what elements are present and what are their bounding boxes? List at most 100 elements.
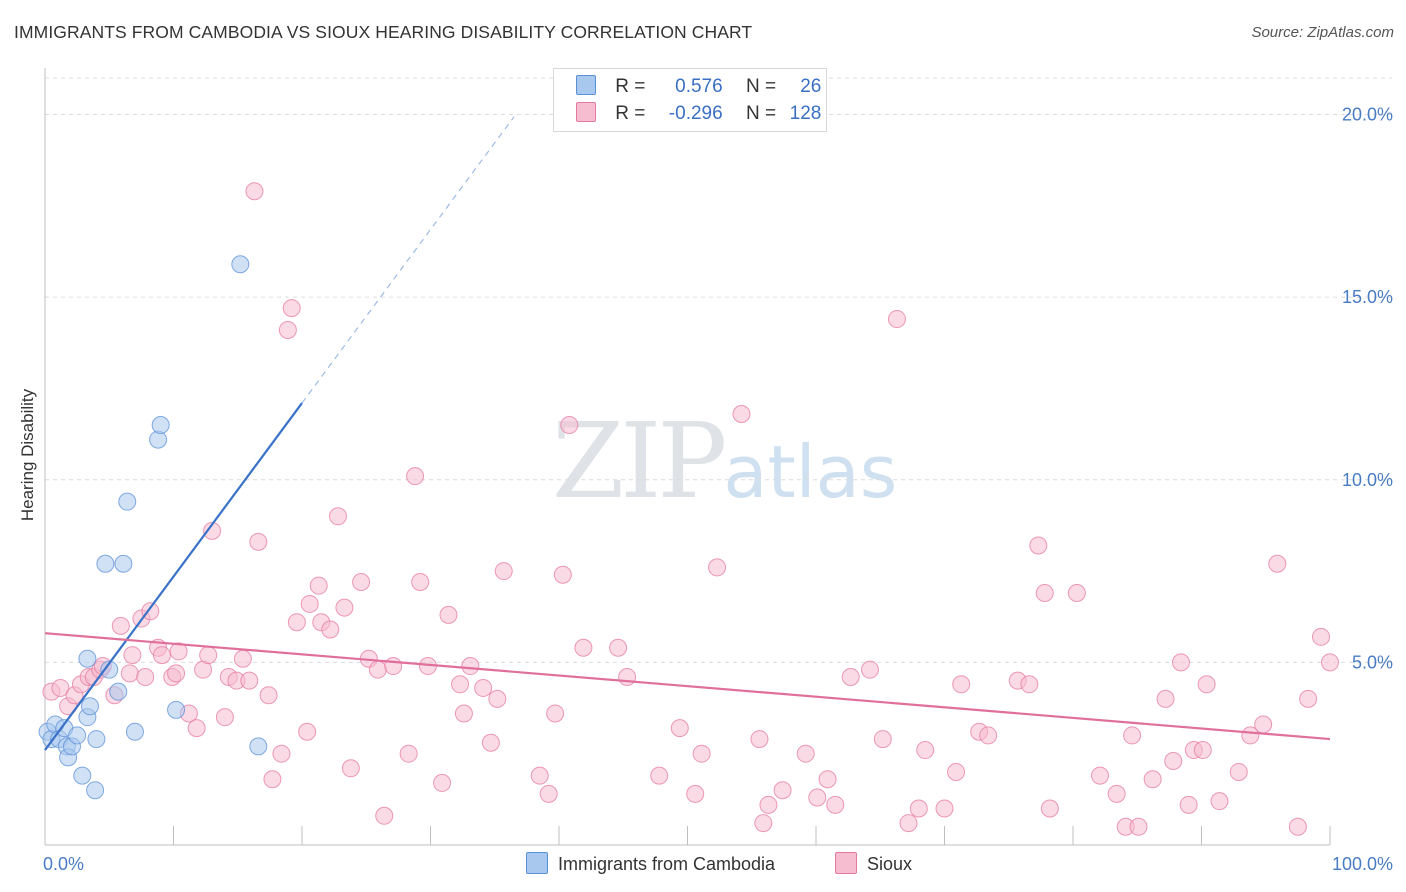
point-sioux <box>1197 675 1216 694</box>
point-sioux <box>841 667 860 686</box>
point-sioux <box>169 642 188 661</box>
point-sioux <box>1067 583 1086 602</box>
point-sioux <box>1029 536 1048 555</box>
point-sioux <box>249 532 268 551</box>
legend-row-cambodia: R = 0.576 N = 26 <box>576 75 821 99</box>
point-sioux <box>1090 766 1109 785</box>
point-sioux <box>899 814 918 833</box>
point-sioux <box>1123 726 1142 745</box>
point-cambodia <box>86 781 105 800</box>
point-sioux <box>560 415 579 434</box>
point-sioux <box>298 722 317 741</box>
point-sioux <box>384 657 403 676</box>
point-sioux <box>618 667 637 686</box>
trendline-sioux <box>44 632 1331 741</box>
legend-n-label: N = <box>745 76 777 97</box>
point-sioux <box>263 770 282 789</box>
point-cambodia <box>96 554 115 573</box>
point-sioux <box>546 704 565 723</box>
point-sioux <box>1107 784 1126 803</box>
point-cambodia <box>118 492 137 511</box>
point-sioux <box>309 576 328 595</box>
point-sioux <box>873 730 892 749</box>
point-sioux <box>530 766 549 785</box>
point-cambodia <box>151 415 170 434</box>
point-sioux <box>1156 689 1175 708</box>
y-tick-label: 20.0% <box>1342 105 1393 125</box>
point-sioux <box>488 689 507 708</box>
point-sioux <box>732 405 751 424</box>
point-cambodia <box>109 682 128 701</box>
point-sioux <box>692 744 711 763</box>
point-sioux <box>708 558 727 577</box>
point-sioux <box>272 744 291 763</box>
point-sioux <box>1143 770 1162 789</box>
x-tick-label: 100.0% <box>1332 854 1393 874</box>
watermark: ZIPatlas <box>552 400 897 522</box>
watermark-atlas: atlas <box>723 430 898 514</box>
point-sioux <box>152 646 171 665</box>
point-sioux <box>375 806 394 825</box>
point-sioux <box>451 675 470 694</box>
trendline-cambodia <box>44 402 303 751</box>
point-sioux <box>215 708 234 727</box>
point-sioux <box>1299 689 1318 708</box>
legend-r-label: R = <box>615 103 646 124</box>
point-sioux <box>120 664 139 683</box>
point-sioux <box>1268 554 1287 573</box>
point-sioux <box>686 784 705 803</box>
point-sioux <box>141 602 160 621</box>
point-sioux <box>187 719 206 738</box>
point-sioux <box>860 660 879 679</box>
point-sioux <box>287 613 306 632</box>
point-cambodia <box>167 700 186 719</box>
point-sioux <box>553 565 572 584</box>
point-sioux <box>259 686 278 705</box>
point-sioux <box>750 730 769 749</box>
point-sioux <box>539 784 558 803</box>
chart-title: IMMIGRANTS FROM CAMBODIA VS SIOUX HEARIN… <box>14 22 753 42</box>
point-sioux <box>203 521 222 540</box>
point-sioux <box>916 741 935 760</box>
bottom-legend-label-sioux: Sioux <box>867 854 913 874</box>
point-sioux <box>818 770 837 789</box>
point-sioux <box>935 799 954 818</box>
point-sioux <box>439 605 458 624</box>
point-sioux <box>947 762 966 781</box>
point-cambodia <box>100 660 119 679</box>
bottom-legend-cambodia: Immigrants from Cambodia <box>526 852 775 875</box>
point-sioux <box>352 573 371 592</box>
point-sioux <box>278 321 297 340</box>
point-sioux <box>759 795 778 814</box>
point-sioux <box>609 638 628 657</box>
point-sioux <box>406 467 425 486</box>
legend-n-value-sioux: 128 <box>789 103 822 124</box>
point-cambodia <box>149 430 168 449</box>
legend-swatch-sioux <box>576 102 596 122</box>
point-cambodia <box>68 726 87 745</box>
source-label: Source: ZipAtlas.com <box>1251 24 1394 41</box>
point-sioux <box>1164 751 1183 770</box>
point-sioux <box>474 678 493 697</box>
legend-swatch-cambodia <box>576 75 596 95</box>
point-sioux <box>1035 583 1054 602</box>
y-tick-label: 10.0% <box>1342 470 1393 490</box>
point-sioux <box>650 766 669 785</box>
point-cambodia <box>114 554 133 573</box>
point-sioux <box>670 719 689 738</box>
point-sioux <box>282 299 301 318</box>
bottom-legend-swatch-sioux <box>835 852 857 874</box>
point-sioux <box>411 573 430 592</box>
point-sioux <box>481 733 500 752</box>
point-sioux <box>51 678 70 697</box>
bottom-legend-swatch-cambodia <box>526 852 548 874</box>
point-sioux <box>300 594 319 613</box>
point-sioux <box>808 788 827 807</box>
x-tick-label: 0.0% <box>43 854 84 874</box>
point-sioux <box>111 616 130 635</box>
point-sioux <box>494 562 513 581</box>
point-sioux <box>1254 715 1273 734</box>
point-sioux <box>321 620 340 639</box>
point-sioux <box>1312 627 1331 646</box>
